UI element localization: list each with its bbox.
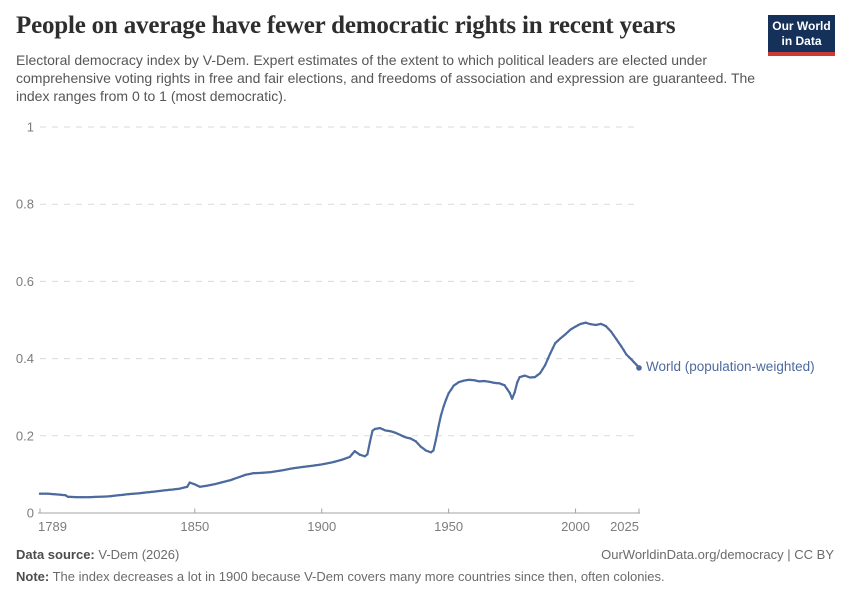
svg-text:0.4: 0.4 xyxy=(16,351,34,366)
svg-text:0.2: 0.2 xyxy=(16,428,34,443)
owid-logo[interactable]: Our World in Data xyxy=(768,15,835,56)
page-title: People on average have fewer democratic … xyxy=(16,12,676,39)
data-source-label: Data source: xyxy=(16,547,95,562)
svg-text:2000: 2000 xyxy=(561,519,590,534)
owid-link[interactable]: OurWorldinData.org/democracy | CC BY xyxy=(601,547,834,562)
svg-text:1850: 1850 xyxy=(180,519,209,534)
svg-text:1900: 1900 xyxy=(307,519,336,534)
footnote-label: Note: xyxy=(16,569,50,584)
data-source: Data source: V-Dem (2026) xyxy=(16,547,179,562)
svg-text:0.6: 0.6 xyxy=(16,274,34,289)
footnote-value: The index decreases a lot in 1900 becaus… xyxy=(49,569,665,584)
world-line xyxy=(38,321,642,499)
x-axis-labels: 1789 1850 1900 1950 2000 2025 xyxy=(38,519,639,534)
svg-text:1789: 1789 xyxy=(38,519,67,534)
svg-text:0: 0 xyxy=(27,506,34,521)
y-axis-labels: 0 0.2 0.4 0.6 0.8 1 xyxy=(16,120,34,521)
svg-text:1: 1 xyxy=(27,120,34,135)
chart-subtitle: Electoral democracy index by V-Dem. Expe… xyxy=(16,52,756,105)
data-source-value: V-Dem (2026) xyxy=(94,547,180,562)
series-label: World (population-weighted) xyxy=(646,359,815,374)
owid-logo-line2: in Data xyxy=(781,34,822,48)
svg-text:1950: 1950 xyxy=(434,519,463,534)
svg-text:0.8: 0.8 xyxy=(16,197,34,212)
gridlines xyxy=(40,126,639,437)
footnote: Note: The index decreases a lot in 1900 … xyxy=(16,569,665,584)
svg-text:2025: 2025 xyxy=(610,519,639,534)
owid-logo-line1: Our World xyxy=(772,19,831,33)
x-axis xyxy=(38,508,640,514)
